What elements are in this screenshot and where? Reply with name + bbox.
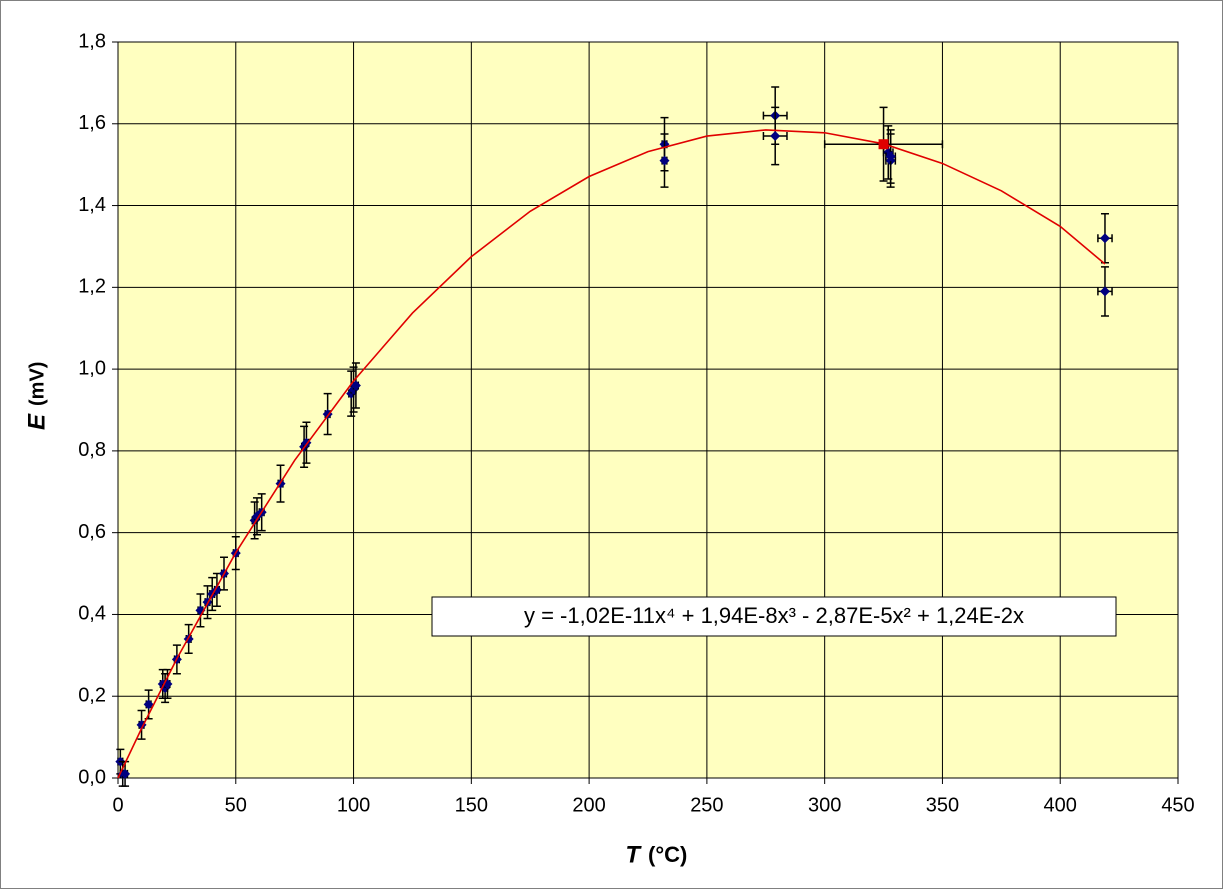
data-point (350, 380, 361, 391)
y-tick-label: 1,8 (78, 30, 106, 52)
data-point (770, 131, 781, 142)
plot-area (117, 41, 1179, 779)
data-point (143, 699, 154, 710)
x-tick-label: 400 (1044, 794, 1077, 816)
x-tick-label: 100 (337, 794, 370, 816)
x-label-unit: (°C) (648, 842, 687, 867)
y-tick-label: 0,0 (78, 766, 106, 788)
x-tick-label: 200 (572, 794, 605, 816)
y-label: E (mV) (23, 362, 50, 430)
x-tick-label: 450 (1161, 794, 1194, 816)
x-tick-label: 300 (808, 794, 841, 816)
equation: y = -1,02E-11x⁴ + 1,94E-8x³ - 2,87E-5x² … (524, 603, 1024, 628)
data-point (1099, 233, 1110, 244)
fit-curve (117, 129, 1106, 779)
x-tick-label: 0 (112, 794, 123, 816)
y-tick-label: 1,2 (78, 276, 106, 298)
equation-box (431, 596, 1117, 637)
data-point (1099, 286, 1110, 297)
y-label-unit: (mV) (26, 362, 48, 406)
data-point (120, 768, 131, 779)
marks (115, 86, 1113, 787)
y-tick-label: 0,2 (78, 685, 106, 707)
y-tick-label: 1,4 (78, 194, 106, 216)
y-tick-label: 0,8 (78, 439, 106, 461)
y-tick-label: 0,6 (78, 521, 106, 543)
x-tick-label: 150 (455, 794, 488, 816)
x-tick-label: 50 (225, 794, 247, 816)
x-tick-label: 350 (926, 794, 959, 816)
y-tick-label: 1,0 (78, 357, 106, 379)
x-tick-label: 250 (690, 794, 723, 816)
y-tick-label: 1,6 (78, 112, 106, 134)
y-label-symbol: E (23, 413, 50, 430)
data-point (885, 151, 896, 162)
x-label-symbol: T (625, 841, 642, 868)
y-tick-label: 0,4 (78, 603, 106, 625)
data-point (659, 155, 670, 166)
